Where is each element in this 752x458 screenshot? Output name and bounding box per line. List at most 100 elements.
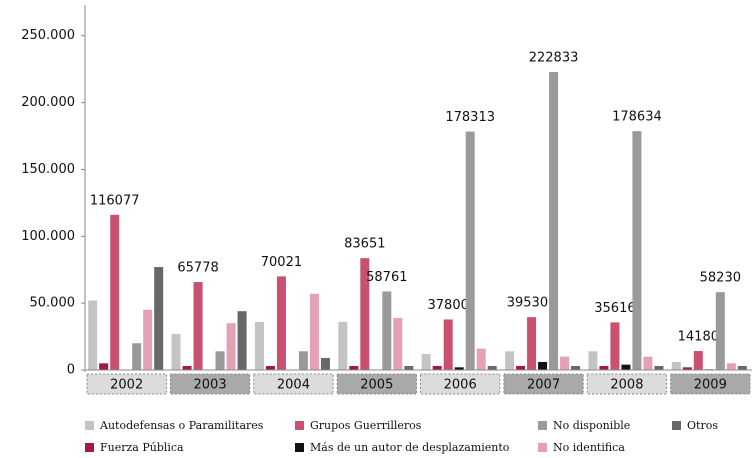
data-label: 395300 [507, 296, 557, 311]
bar [610, 322, 620, 370]
data-label: 65778 [177, 261, 218, 276]
legend-label: Fuerza Pública [100, 441, 184, 454]
bar [643, 356, 653, 370]
x-tick-label: 2003 [194, 378, 227, 393]
bar [226, 323, 236, 370]
bar [360, 258, 370, 370]
legend-swatch [85, 421, 94, 430]
data-label: 178313 [445, 110, 495, 125]
bar [215, 351, 225, 370]
category-box [86, 373, 167, 395]
y-tick-label: 150.000 [21, 162, 75, 177]
bar [265, 365, 275, 370]
bar [737, 365, 747, 370]
data-label: 58761 [366, 270, 407, 285]
bar [443, 319, 453, 370]
bar [393, 317, 403, 370]
legend-label: Otros [687, 419, 718, 432]
x-tick-label: 2005 [360, 378, 393, 393]
data-label: 70021 [261, 255, 302, 270]
bar [382, 291, 392, 370]
bar [182, 365, 192, 370]
bar [349, 365, 359, 370]
bar [154, 267, 164, 370]
bar [549, 72, 559, 370]
x-tick-label: 2006 [444, 378, 477, 393]
x-tick-label: 2007 [527, 378, 560, 393]
bar [538, 361, 548, 370]
legend-label: No identifica [553, 441, 625, 454]
bar [505, 351, 515, 370]
bar [88, 300, 98, 370]
bar [654, 365, 664, 370]
legend-label: Más de un autor de desplazamiento [310, 441, 510, 454]
data-label: 178634 [612, 110, 662, 125]
legend-label: No disponible [553, 419, 630, 432]
legend-swatch [538, 443, 547, 452]
bar [599, 365, 609, 370]
data-label: 14180 [678, 330, 719, 345]
bar [726, 363, 736, 370]
bar [432, 365, 442, 370]
category-box [336, 373, 417, 395]
bar [487, 365, 497, 370]
data-label: 222833 [529, 51, 579, 66]
bar [516, 365, 526, 370]
bar [571, 365, 581, 370]
category-box [420, 373, 501, 395]
bar [671, 361, 681, 370]
bar [476, 348, 486, 370]
bar [454, 367, 464, 370]
bar [421, 353, 431, 370]
data-label: 35616 [594, 301, 635, 316]
bar [298, 351, 308, 370]
bar [171, 333, 181, 370]
y-tick-label: 100.000 [21, 229, 75, 244]
bar [588, 351, 598, 370]
bar [143, 309, 153, 370]
legend-label: Grupos Guerrilleros [310, 419, 422, 432]
legend-swatch [295, 421, 304, 430]
x-tick-label: 2008 [610, 378, 643, 393]
bar [621, 364, 631, 370]
category-box [169, 373, 251, 395]
category-box [503, 373, 584, 395]
legend-swatch [295, 443, 304, 452]
legend-swatch [538, 421, 547, 430]
bar [254, 321, 264, 370]
y-tick-label: 0 [67, 363, 75, 378]
bar [276, 276, 286, 370]
bar [715, 292, 725, 370]
bar [632, 131, 642, 370]
legend-label: Autodefensas o Paramilitares [99, 419, 264, 432]
bar [465, 131, 475, 370]
bar [560, 356, 570, 370]
bar [338, 321, 348, 370]
legend-swatch [85, 443, 94, 452]
bar [110, 214, 120, 370]
y-tick-label: 200.000 [21, 95, 75, 110]
category-box [586, 373, 668, 395]
bar [193, 282, 203, 370]
bar [693, 351, 703, 370]
x-tick-label: 2009 [694, 378, 727, 393]
data-label: 37800 [428, 298, 469, 313]
legend-swatch [672, 421, 681, 430]
x-tick-label: 2002 [110, 378, 143, 393]
bar [682, 367, 692, 370]
bar [527, 317, 537, 370]
bar [132, 343, 142, 370]
y-tick-label: 250.000 [21, 28, 75, 43]
data-label: 58230 [700, 271, 741, 286]
bar [320, 357, 330, 370]
bar [99, 363, 109, 370]
x-tick-label: 2004 [277, 378, 310, 393]
data-label: 83651 [344, 237, 385, 252]
bar [309, 293, 319, 370]
bar [237, 311, 247, 370]
category-box [253, 373, 334, 395]
category-box [670, 373, 751, 395]
data-label: 116077 [90, 193, 140, 208]
bar [404, 365, 414, 370]
